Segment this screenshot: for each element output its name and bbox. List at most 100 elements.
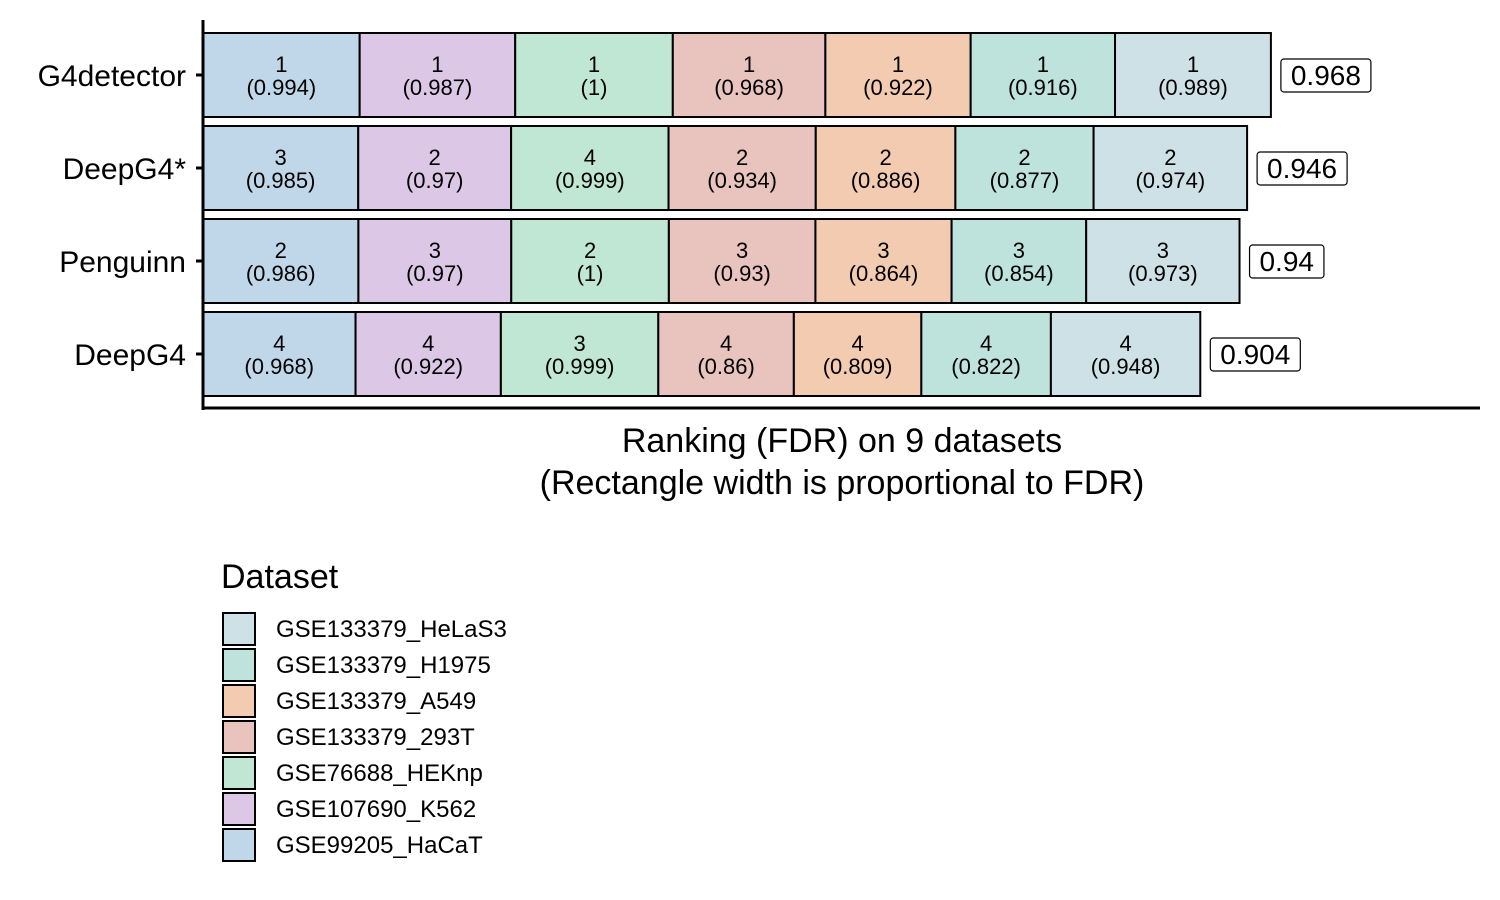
bars-layer: 1(0.994)1(0.987)1(1)1(0.968)1(0.922)1(0.… [202, 32, 1372, 397]
legend-label-gse133379-a549: GSE133379_A549 [276, 688, 476, 715]
bar-g4detector-gse99205-hacat [202, 32, 361, 118]
mean-box-g4detector [1280, 58, 1372, 93]
legend-label-gse107690-k562: GSE107690_K562 [276, 796, 476, 823]
fdr-label-deepg4-gse107690-k562: (0.97) [406, 168, 463, 193]
bar-deepg4-gse133379-h1975 [954, 125, 1095, 211]
bar-deepg4-gse133379-helas3 [1092, 125, 1249, 211]
mean-box-penguinn [1248, 244, 1325, 279]
fdr-label-penguinn-gse133379-h1975: (0.854) [984, 261, 1054, 286]
legend-key-gse76688-heknp [222, 756, 256, 790]
fdr-label-g4detector-gse76688-heknp: (1) [581, 75, 608, 100]
rank-label-deepg4-gse76688-heknp: 3 [573, 331, 585, 356]
fdr-label-deepg4-gse76688-heknp: (0.999) [555, 168, 625, 193]
legend-key-gse133379-293t [222, 720, 256, 754]
bar-deepg4-gse76688-heknp [499, 311, 660, 397]
fdr-label-deepg4-gse133379-h1975: (0.877) [990, 168, 1060, 193]
legend-label-gse99205-hacat: GSE99205_HaCaT [276, 832, 483, 859]
fdr-label-penguinn-gse76688-heknp: (1) [577, 261, 604, 286]
fdr-label-deepg4-gse76688-heknp: (0.999) [545, 354, 615, 379]
fdr-label-g4detector-gse133379-helas3: (0.989) [1158, 75, 1228, 100]
rank-label-g4detector-gse99205-hacat: 1 [275, 52, 287, 77]
fdr-label-penguinn-gse133379-293t: (0.93) [713, 261, 770, 286]
fdr-label-deepg4-gse133379-h1975: (0.822) [951, 354, 1021, 379]
fdr-label-deepg4-gse133379-helas3: (0.974) [1135, 168, 1205, 193]
legend: Dataset GSE133379_HeLaS3 GSE133379_H1975 G… [221, 558, 507, 862]
fdr-label-deepg4-gse133379-helas3: (0.948) [1091, 354, 1161, 379]
bar-g4detector-gse133379-h1975 [969, 32, 1117, 118]
bar-deepg4-gse107690-k562 [354, 311, 502, 397]
rank-label-deepg4-gse133379-helas3: 4 [1119, 331, 1131, 356]
mean-label-g4detector: 0.968 [1291, 60, 1361, 91]
bar-g4detector-gse107690-k562 [358, 32, 517, 118]
bar-deepg4-gse133379-a549 [814, 125, 957, 211]
bar-deepg4-gse133379-293t [657, 311, 795, 397]
fdr-label-penguinn-gse99205-hacat: (0.986) [246, 261, 316, 286]
mean-label-deepg4: 0.946 [1267, 153, 1337, 184]
fdr-label-deepg4-gse133379-293t: (0.86) [697, 354, 754, 379]
legend-key-gse133379-helas3 [222, 612, 256, 646]
mean-box-deepg4 [1256, 151, 1348, 186]
rank-label-g4detector-gse76688-heknp: 1 [588, 52, 600, 77]
fdr-label-g4detector-gse99205-hacat: (0.994) [246, 75, 316, 100]
bar-g4detector-gse133379-helas3 [1114, 32, 1272, 118]
fdr-label-deepg4-gse99205-hacat: (0.985) [246, 168, 316, 193]
rank-label-g4detector-gse107690-k562: 1 [431, 52, 443, 77]
legend-label-gse133379-293t: GSE133379_293T [276, 724, 475, 751]
legend-key-gse133379-a549 [222, 684, 256, 718]
rank-label-deepg4-gse133379-h1975: 2 [1018, 145, 1030, 170]
mean-label-penguinn: 0.94 [1259, 246, 1314, 277]
rank-label-deepg4-gse99205-hacat: 3 [274, 145, 286, 170]
fdr-label-deepg4-gse133379-a549: (0.809) [823, 354, 893, 379]
bar-deepg4-gse76688-heknp [510, 125, 670, 211]
mean-box-deepg4 [1209, 337, 1301, 372]
rank-label-g4detector-gse133379-helas3: 1 [1187, 52, 1199, 77]
fdr-label-g4detector-gse133379-293t: (0.968) [714, 75, 784, 100]
rank-label-penguinn-gse133379-a549: 3 [877, 238, 889, 263]
x-axis-title: Ranking (FDR) on 9 datasets (Rectangle w… [540, 422, 1145, 502]
x-axis-title-line-2: (Rectangle width is proportional to FDR) [540, 464, 1145, 502]
bar-deepg4-gse107690-k562 [357, 125, 513, 211]
bar-penguinn-gse133379-293t [667, 218, 817, 304]
bar-penguinn-gse76688-heknp [510, 218, 670, 304]
fdr-label-penguinn-gse107690-k562: (0.97) [406, 261, 463, 286]
legend-label-gse133379-helas3: GSE133379_HeLaS3 [276, 616, 507, 643]
rank-label-penguinn-gse133379-helas3: 3 [1157, 238, 1169, 263]
bar-g4detector-gse76688-heknp [514, 32, 674, 118]
bar-penguinn-gse133379-helas3 [1085, 218, 1241, 304]
rank-label-penguinn-gse133379-h1975: 3 [1013, 238, 1025, 263]
x-axis-title-line-1: Ranking (FDR) on 9 datasets [622, 422, 1062, 460]
fdr-label-deepg4-gse133379-293t: (0.934) [707, 168, 777, 193]
rank-label-deepg4-gse107690-k562: 2 [429, 145, 441, 170]
fdr-label-g4detector-gse107690-k562: (0.987) [403, 75, 473, 100]
rank-label-deepg4-gse133379-293t: 4 [720, 331, 732, 356]
y-tick-label-deepg4: DeepG4* [63, 153, 187, 186]
rank-label-g4detector-gse133379-a549: 1 [892, 52, 904, 77]
rank-label-penguinn-gse99205-hacat: 2 [275, 238, 287, 263]
mean-label-deepg4: 0.904 [1220, 339, 1290, 370]
rank-label-deepg4-gse76688-heknp: 4 [584, 145, 596, 170]
rank-label-g4detector-gse133379-293t: 1 [743, 52, 755, 77]
y-tick-label-g4detector: G4detector [38, 60, 186, 93]
rank-label-deepg4-gse99205-hacat: 4 [273, 331, 285, 356]
bar-deepg4-gse133379-a549 [792, 311, 923, 397]
fdr-label-penguinn-gse133379-a549: (0.864) [849, 261, 919, 286]
axes-layer: G4detector DeepG4* Penguinn DeepG4 [38, 20, 1480, 410]
fdr-label-deepg4-gse133379-a549: (0.886) [851, 168, 921, 193]
rank-label-penguinn-gse107690-k562: 3 [429, 238, 441, 263]
y-tick-label-deepg4: DeepG4 [74, 339, 186, 372]
fdr-label-g4detector-gse133379-h1975: (0.916) [1008, 75, 1078, 100]
legend-label-gse133379-h1975: GSE133379_H1975 [276, 652, 491, 679]
fdr-label-deepg4-gse107690-k562: (0.922) [393, 354, 463, 379]
fdr-label-penguinn-gse133379-helas3: (0.973) [1128, 261, 1198, 286]
legend-title: Dataset [221, 558, 339, 596]
rank-label-deepg4-gse133379-293t: 2 [736, 145, 748, 170]
rank-label-g4detector-gse133379-h1975: 1 [1037, 52, 1049, 77]
rank-label-deepg4-gse133379-a549: 2 [879, 145, 891, 170]
rank-label-deepg4-gse133379-a549: 4 [851, 331, 863, 356]
legend-key-gse107690-k562 [222, 792, 256, 826]
bar-deepg4-gse133379-h1975 [920, 311, 1052, 397]
fdr-label-deepg4-gse99205-hacat: (0.968) [244, 354, 314, 379]
y-tick-label-penguinn: Penguinn [59, 246, 186, 279]
